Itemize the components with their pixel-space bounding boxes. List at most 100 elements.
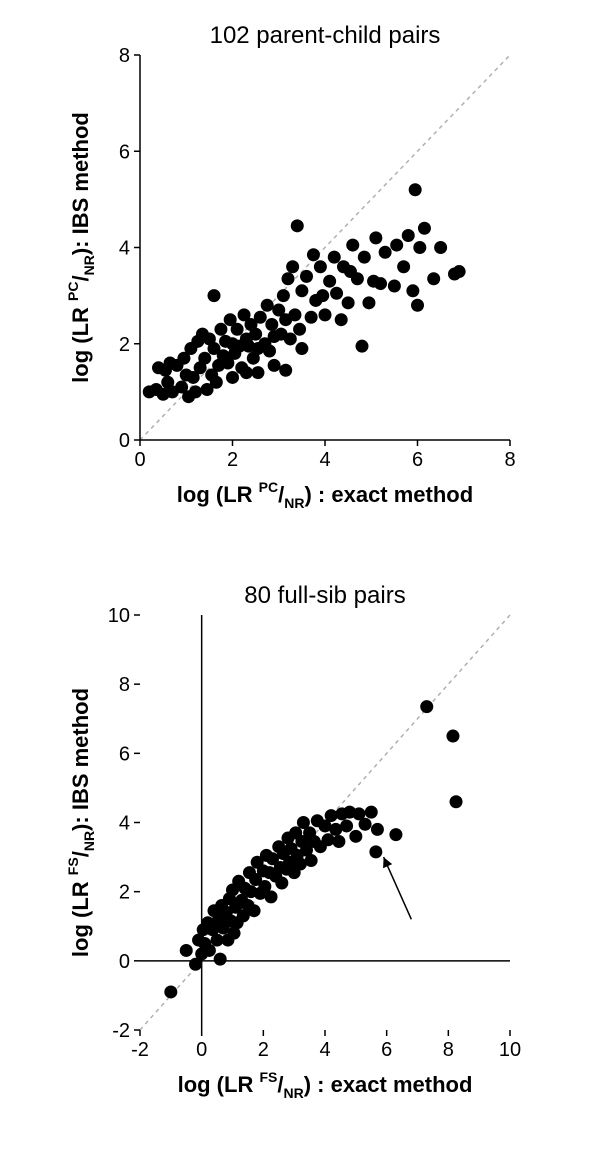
data-point <box>305 854 318 867</box>
data-point <box>286 260 299 273</box>
data-point <box>208 289 221 302</box>
data-point <box>413 241 426 254</box>
data-point <box>379 246 392 259</box>
data-point <box>390 239 403 252</box>
data-point <box>371 823 384 836</box>
data-point <box>362 296 375 309</box>
y-axis-label: log (LR PC/NR): IBS method <box>65 112 97 383</box>
data-point <box>293 323 306 336</box>
data-point <box>418 222 431 235</box>
data-point <box>365 806 378 819</box>
y-tick-label: 4 <box>119 238 130 260</box>
data-point <box>323 275 336 288</box>
data-point <box>295 284 308 297</box>
data-point <box>277 289 290 302</box>
y-tick-label: 6 <box>119 141 130 163</box>
data-point <box>291 219 304 232</box>
data-point <box>261 299 274 312</box>
data-point <box>420 700 433 713</box>
data-point <box>389 828 402 841</box>
data-point <box>268 359 281 372</box>
x-tick-label: 10 <box>499 1039 521 1061</box>
data-point <box>305 311 318 324</box>
data-point <box>265 318 278 331</box>
y-tick-label: 8 <box>119 674 130 696</box>
y-axis-label: log (LR FS/NR): IBS method <box>65 688 97 957</box>
data-point <box>328 251 341 264</box>
data-point <box>450 795 463 808</box>
data-point <box>279 364 292 377</box>
data-point <box>214 323 227 336</box>
x-tick-label: 4 <box>319 449 330 471</box>
data-point <box>314 260 327 273</box>
data-point <box>409 183 422 196</box>
data-point <box>358 251 371 264</box>
data-point <box>282 272 295 285</box>
y-tick-label: 6 <box>119 743 130 765</box>
data-point <box>369 231 382 244</box>
data-point <box>307 248 320 261</box>
data-point <box>397 260 410 273</box>
data-point <box>335 313 348 326</box>
data-point <box>332 835 345 848</box>
y-tick-label: 8 <box>119 45 130 67</box>
y-tick-label: 0 <box>119 951 130 973</box>
data-point <box>349 830 362 843</box>
data-point <box>330 287 343 300</box>
data-point <box>198 352 211 365</box>
data-point <box>263 344 276 357</box>
y-tick-label: 2 <box>119 334 130 356</box>
data-point <box>254 311 267 324</box>
data-point <box>411 299 424 312</box>
x-tick-label: 4 <box>319 1039 330 1061</box>
data-point <box>351 272 364 285</box>
x-axis-label: log (LR FS/NR) : exact method <box>178 1069 473 1101</box>
x-tick-label: 8 <box>504 449 515 471</box>
data-point <box>427 272 440 285</box>
data-point <box>388 280 401 293</box>
data-point <box>359 818 372 831</box>
data-point <box>249 328 262 341</box>
chart-full-sib: 80 full-sib pairs-20246810-20246810log (… <box>60 570 540 1150</box>
x-tick-label: 8 <box>443 1039 454 1061</box>
data-point <box>231 323 244 336</box>
data-point <box>300 270 313 283</box>
data-point <box>210 376 223 389</box>
data-point <box>226 371 239 384</box>
data-point <box>342 296 355 309</box>
data-point <box>356 340 369 353</box>
chart-title: 102 parent-child pairs <box>210 22 441 49</box>
data-point <box>275 877 288 890</box>
x-tick-label: 2 <box>227 449 238 471</box>
data-point <box>346 239 359 252</box>
data-point <box>453 265 466 278</box>
data-point <box>446 730 459 743</box>
data-point <box>374 277 387 290</box>
x-tick-label: 2 <box>258 1039 269 1061</box>
data-point <box>295 342 308 355</box>
x-tick-label: 0 <box>134 449 145 471</box>
scatter-plot: 102 parent-child pairs 0 2 4 6 8 0 2 4 6 8 log (LR … <box>60 10 540 550</box>
data-point <box>265 890 278 903</box>
y-tick-label: 0 <box>119 430 130 452</box>
data-point <box>284 332 297 345</box>
y-tick-label: 10 <box>108 605 130 627</box>
data-point <box>434 241 447 254</box>
x-axis-label: log (LR PC/NR) : exact method <box>177 479 473 511</box>
y-tick-label: -2 <box>112 1020 130 1042</box>
data-point <box>164 985 177 998</box>
y-tick-label: 4 <box>119 813 130 835</box>
data-point <box>340 819 353 832</box>
x-tick-label: 6 <box>412 449 423 471</box>
data-point <box>248 904 261 917</box>
data-point <box>251 366 264 379</box>
x-tick-label: -2 <box>131 1039 149 1061</box>
data-point <box>316 289 329 302</box>
scatter-plot: 80 full-sib pairs-20246810-20246810log (… <box>60 570 540 1150</box>
data-point <box>189 385 202 398</box>
data-point <box>203 944 216 957</box>
x-tick-label: 0 <box>196 1039 207 1061</box>
data-point <box>240 366 253 379</box>
data-point <box>319 308 332 321</box>
data-point <box>214 953 227 966</box>
